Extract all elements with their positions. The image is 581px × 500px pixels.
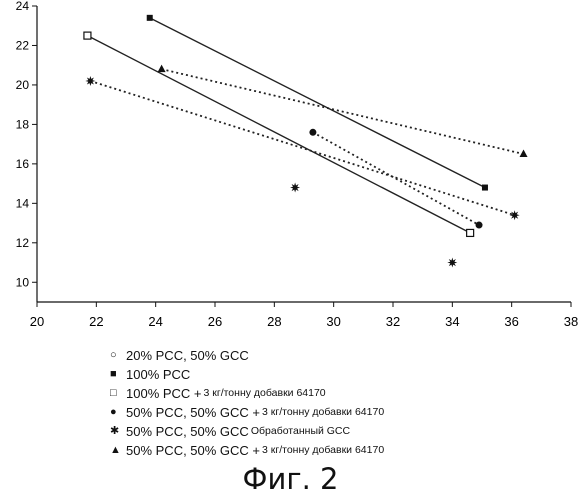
data-point	[158, 65, 166, 73]
scatter-chart: 20 22 24 26 28 30 32 34 36 38 10 12 14 16 18 20 22 24	[0, 0, 581, 345]
legend-item: ✱50% PCC, 50% GCCОбработанный GCC	[110, 422, 384, 441]
data-point	[147, 15, 153, 21]
data-point	[482, 185, 488, 191]
data-point	[520, 150, 528, 158]
x-tick-label: 30	[326, 314, 340, 329]
figure-caption: Фиг. 2	[0, 462, 581, 496]
x-tick-label: 22	[89, 314, 103, 329]
y-tick-label: 24	[16, 0, 30, 13]
legend-label-suffix: Обработанный GCC	[251, 422, 350, 441]
series-line	[87, 36, 470, 233]
open-square-icon: □	[110, 384, 126, 403]
legend-label: 20% PCC, 50% GCC	[126, 346, 249, 365]
legend-label: 100% PCC	[126, 365, 190, 384]
series-line	[313, 132, 479, 225]
filled-square-icon: ■	[110, 365, 126, 384]
legend-item: ○20% PCC, 50% GCC	[110, 346, 384, 365]
x-tick-label: 24	[148, 314, 162, 329]
legend-label: 100% PCC +	[126, 384, 202, 403]
y-tick-label: 14	[16, 196, 30, 210]
filled-circle-icon: ●	[110, 403, 126, 422]
series-line	[90, 81, 514, 215]
series-line	[162, 69, 524, 154]
y-tick-label: 22	[16, 38, 30, 52]
series-line	[150, 18, 485, 188]
legend-item: □100% PCC +3 кг/тонну добавки 64170	[110, 384, 384, 403]
data-point	[309, 129, 316, 136]
legend-item: ●50% PCC, 50% GCC +3 кг/тонну добавки 64…	[110, 403, 384, 422]
triangle-icon: ▲	[110, 441, 126, 460]
data-point	[476, 222, 483, 229]
legend-label-suffix: 3 кг/тонну добавки 64170	[262, 441, 384, 460]
x-tick-label: 26	[208, 314, 222, 329]
legend-item: ■100% PCC	[110, 365, 384, 384]
legend: ○20% PCC, 50% GCC ■100% PCC □100% PCC +3…	[110, 346, 384, 460]
legend-label-suffix: 3 кг/тонну добавки 64170	[262, 403, 384, 422]
y-tick-label: 16	[16, 157, 30, 171]
y-tick-label: 20	[16, 78, 30, 92]
x-tick-label: 20	[30, 314, 44, 329]
x-tick-label: 32	[386, 314, 400, 329]
x-tick-label: 38	[564, 314, 578, 329]
data-point	[84, 32, 91, 39]
data-point	[85, 76, 95, 86]
y-tick-label: 12	[16, 236, 30, 250]
y-tick-label: 18	[16, 117, 30, 131]
y-tick-label: 10	[16, 275, 30, 289]
legend-label-suffix: 3 кг/тонну добавки 64170	[204, 384, 326, 403]
x-tick-label: 36	[504, 314, 518, 329]
legend-item: ▲50% PCC, 50% GCC +3 кг/тонну добавки 64…	[110, 441, 384, 460]
open-circle-icon: ○	[110, 346, 126, 365]
legend-label: 50% PCC, 50% GCC	[126, 422, 249, 441]
legend-label: 50% PCC, 50% GCC +	[126, 403, 260, 422]
data-point	[467, 229, 474, 236]
star-icon: ✱	[110, 422, 126, 441]
x-tick-label: 34	[445, 314, 459, 329]
x-tick-label: 28	[267, 314, 281, 329]
data-point	[290, 183, 300, 193]
data-point	[447, 258, 457, 268]
legend-label: 50% PCC, 50% GCC +	[126, 441, 260, 460]
data-point	[510, 210, 520, 220]
